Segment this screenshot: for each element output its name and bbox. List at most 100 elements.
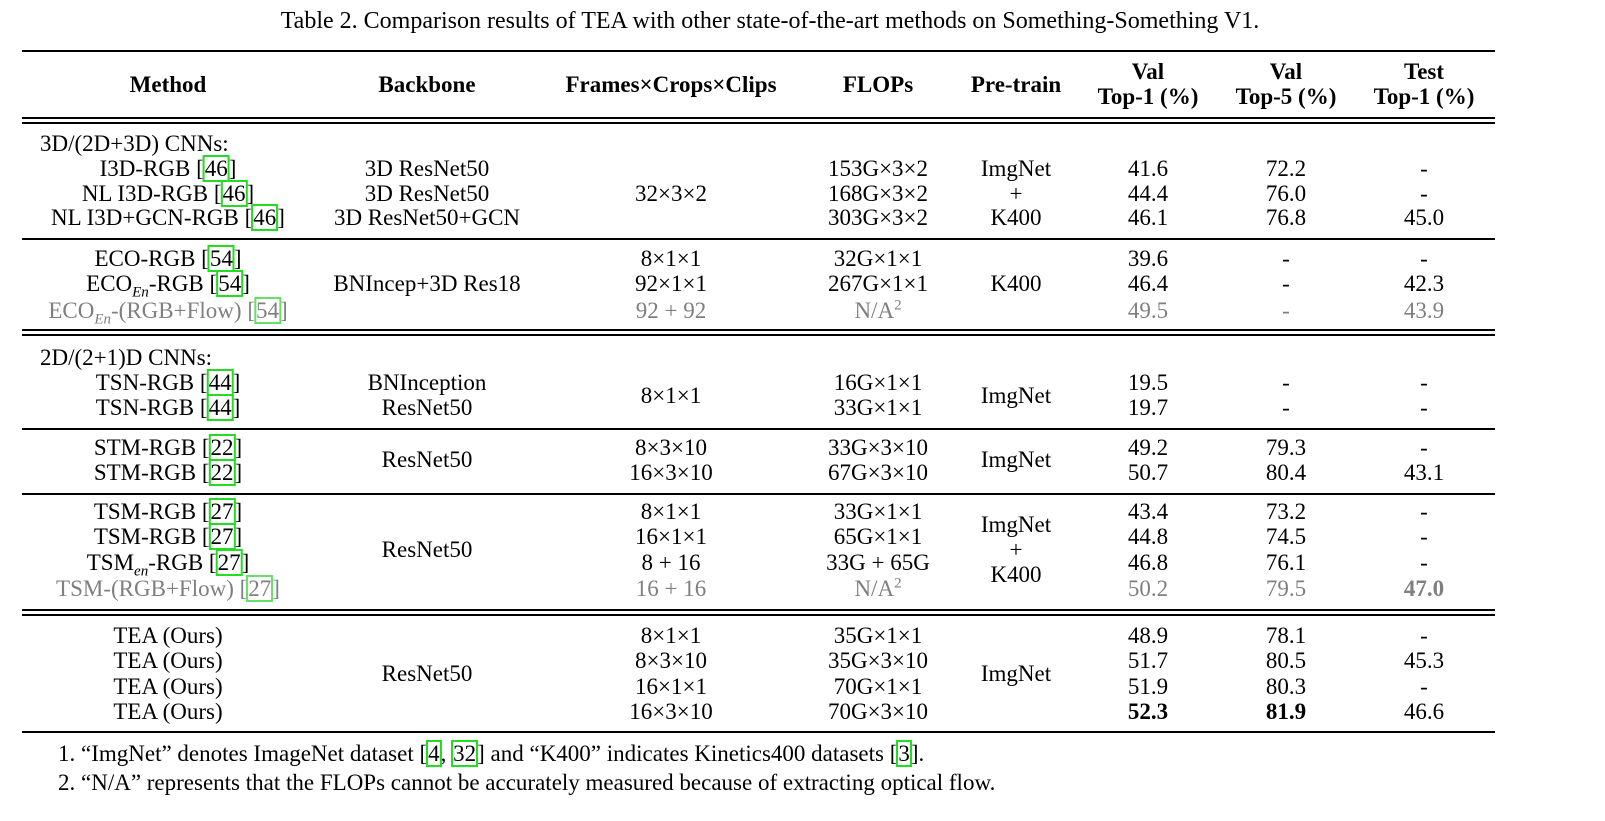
header-rule-2	[22, 122, 1495, 124]
flops-cell: 33G×3×10	[827, 435, 929, 460]
pretrain-cell: K400	[990, 205, 1042, 230]
flops-cell: 153G×3×2	[827, 156, 929, 181]
val-top1-cell: 52.3	[1127, 699, 1169, 724]
frames-cell: 8×3×10	[635, 648, 707, 673]
backbone-cell: 3D ResNet50	[364, 156, 490, 181]
section-rule-3	[22, 609, 1495, 611]
test-top1-cell: 45.3	[1403, 648, 1445, 673]
val-top1-cell: 50.2	[1127, 576, 1169, 601]
citation-link[interactable]: 3	[896, 740, 912, 767]
header-method: Method	[129, 72, 207, 97]
flops-cell: 33G×1×1	[833, 395, 923, 420]
method-cell: TSM-(RGB+Flow) [27]	[56, 575, 280, 602]
header-flops: FLOPs	[842, 72, 914, 97]
test-top1-cell: -	[1420, 550, 1428, 575]
method-cell: STM-RGB [22]	[93, 434, 243, 461]
test-top1-cell: 43.1	[1403, 460, 1445, 485]
val-top5-cell: -	[1282, 370, 1290, 395]
flops-cell: 16G×1×1	[833, 370, 923, 395]
header-test-top1-b: Top-1 (%)	[1373, 84, 1475, 109]
citation-link[interactable]: 54	[216, 270, 244, 297]
val-top5-cell: 76.0	[1265, 181, 1307, 206]
method-cell: TSN-RGB [44]	[95, 394, 241, 421]
method-cell: TSN-RGB [44]	[95, 369, 241, 396]
citation-link[interactable]: 22	[208, 459, 236, 486]
citation-link[interactable]: 46	[202, 155, 230, 182]
pretrain-cell: ImgNet	[980, 661, 1052, 686]
citation-link[interactable]: 46	[220, 180, 248, 207]
frames-cell: 16×1×1	[635, 674, 707, 699]
pretrain-cell: K400	[990, 271, 1042, 296]
val-top1-cell: 49.5	[1127, 298, 1169, 323]
header-val-top1-a: Val	[1131, 59, 1165, 84]
flops-cell: 65G×1×1	[833, 524, 923, 549]
citation-link[interactable]: 27	[208, 498, 236, 525]
header-val-top5-a: Val	[1269, 59, 1303, 84]
frames-cell: 92 + 92	[635, 298, 707, 323]
val-top1-cell: 19.7	[1127, 395, 1169, 420]
val-top1-cell: 50.7	[1127, 460, 1169, 485]
method-cell: TEA (Ours)	[113, 648, 223, 673]
pretrain-cell: ImgNet	[980, 383, 1052, 408]
backbone-cell: BNIncep+3D Res18	[333, 271, 521, 296]
method-cell: STM-RGB [22]	[93, 459, 243, 486]
val-top5-cell: 73.2	[1265, 499, 1307, 524]
flops-cell: 33G + 65G	[826, 550, 930, 575]
test-top1-cell: 45.0	[1403, 205, 1445, 230]
val-top1-cell: 44.4	[1127, 181, 1169, 206]
frames-cell: 16 + 16	[635, 576, 707, 601]
citation-link[interactable]: 32	[451, 740, 479, 767]
frames-cell: 8 + 16	[641, 550, 701, 575]
citation-link[interactable]: 44	[206, 394, 234, 421]
citation-link[interactable]: 27	[215, 549, 243, 576]
val-top5-cell: 74.5	[1265, 524, 1307, 549]
flops-cell: N/A2	[854, 297, 902, 323]
val-top5-cell: 72.2	[1265, 156, 1307, 181]
top-rule	[22, 50, 1495, 52]
method-cell: TEA (Ours)	[113, 623, 223, 648]
footnote-2: 2. “N/A” represents that the FLOPs canno…	[58, 770, 996, 795]
val-top5-cell: -	[1282, 298, 1290, 323]
citation-link[interactable]: 4	[426, 740, 442, 767]
citation-link[interactable]: 54	[253, 297, 281, 324]
test-top1-cell: 46.6	[1403, 699, 1445, 724]
citation-link[interactable]: 27	[246, 575, 274, 602]
section-rule-1	[22, 329, 1495, 331]
method-cell: NL I3D-RGB [46]	[81, 180, 255, 207]
citation-link[interactable]: 46	[251, 204, 279, 231]
header-frames: Frames×Crops×Clips	[565, 72, 777, 97]
citation-link[interactable]: 22	[208, 434, 236, 461]
pretrain-cell: ImgNet	[980, 447, 1052, 472]
flops-cell: 267G×1×1	[827, 271, 929, 296]
method-cell: TSM-RGB [27]	[93, 523, 243, 550]
val-top1-cell: 46.8	[1127, 550, 1169, 575]
section-rule-2	[22, 334, 1495, 336]
pretrain-cell: ImgNet	[980, 156, 1052, 181]
backbone-cell: ResNet50	[381, 537, 473, 562]
citation-link[interactable]: 54	[207, 245, 235, 272]
flops-cell: 35G×1×1	[833, 623, 923, 648]
method-cell: TSM-RGB [27]	[93, 498, 243, 525]
test-top1-cell: -	[1420, 435, 1428, 460]
frames-cell: 8×1×1	[640, 383, 702, 408]
frames-cell: 16×3×10	[629, 699, 713, 724]
val-top5-cell: 79.5	[1265, 576, 1307, 601]
header-pretrain: Pre-train	[970, 72, 1062, 97]
val-top5-cell: 76.8	[1265, 205, 1307, 230]
pretrain-cell: +	[1009, 181, 1023, 206]
frames-cell: 8×1×1	[640, 623, 702, 648]
citation-link[interactable]: 27	[208, 523, 236, 550]
citation-link[interactable]: 44	[206, 369, 234, 396]
val-top1-cell: 46.1	[1127, 205, 1169, 230]
header-rule-1	[22, 117, 1495, 119]
rule-i3d-eco	[22, 238, 1495, 240]
header-test-top1-a: Test	[1403, 59, 1445, 84]
val-top5-cell: 80.5	[1265, 648, 1307, 673]
backbone-cell: ResNet50	[381, 395, 473, 420]
test-top1-cell: -	[1420, 524, 1428, 549]
frames-cell: 8×1×1	[640, 246, 702, 271]
val-top5-cell: 76.1	[1265, 550, 1307, 575]
val-top1-cell: 43.4	[1127, 499, 1169, 524]
test-top1-cell: -	[1420, 370, 1428, 395]
val-top1-cell: 49.2	[1127, 435, 1169, 460]
